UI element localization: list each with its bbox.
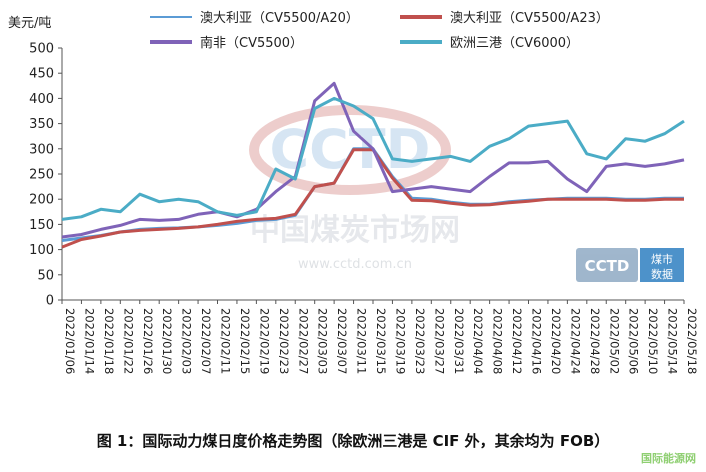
y-tick-label: 500 <box>29 42 54 57</box>
watermark-url: www.cctd.com.cn <box>298 257 412 272</box>
x-tick-label: 2022/03/19 <box>393 308 407 374</box>
chart-caption: 图 1：国际动力煤日度价格走势图（除欧洲三港是 CIF 外，其余均为 FOB） <box>96 432 610 450</box>
x-tick-label: 2022/02/19 <box>257 308 271 374</box>
x-tick-label: 2022/05/06 <box>627 308 641 374</box>
watermark-badge: CCTD 煤市 数据 <box>576 248 684 282</box>
svg-text:数据: 数据 <box>651 267 673 281</box>
x-tick-label: 2022/02/11 <box>219 308 233 374</box>
x-tick-label: 2022/03/23 <box>413 308 427 374</box>
legend-label-3: 欧洲三港（CV6000） <box>450 36 579 51</box>
y-tick-label: 350 <box>29 117 54 132</box>
watermark-logo: CCTD <box>270 118 431 181</box>
y-tick-label: 150 <box>29 218 54 233</box>
x-tick-label: 2022/04/08 <box>491 308 505 374</box>
x-tick-label: 2022/04/12 <box>510 308 524 374</box>
x-tick-label: 2022/01/06 <box>63 308 77 374</box>
x-tick-label: 2022/04/28 <box>588 308 602 374</box>
x-tick-label: 2022/03/31 <box>452 308 466 374</box>
brand-watermark: 国际能源网 <box>641 452 696 465</box>
x-tick-label: 2022/01/22 <box>121 308 135 374</box>
x-tick-label: 2022/03/11 <box>355 308 369 374</box>
y-tick-label: 400 <box>29 92 54 107</box>
y-tick-label: 100 <box>29 243 54 258</box>
x-tick-label: 2022/01/30 <box>160 308 174 374</box>
y-tick-label: 450 <box>29 67 54 82</box>
series-lines <box>61 81 685 249</box>
x-tick-label: 2022/02/23 <box>277 308 291 374</box>
svg-text:CCTD: CCTD <box>585 257 630 275</box>
price-line-chart: CCTD 中国煤炭市场网 www.cctd.com.cn CCTD 煤市 数据 … <box>8 10 699 374</box>
x-tick-label: 2022/05/18 <box>685 308 699 374</box>
legend-label-1: 澳大利亚（CV5500/A23） <box>450 10 609 26</box>
legend-label-2: 南非（CV5500） <box>200 35 303 51</box>
x-tick-label: 2022/01/14 <box>82 308 96 374</box>
x-tick-label: 2022/02/03 <box>180 308 194 374</box>
series-line-3 <box>61 96 685 221</box>
x-tick-label: 2022/03/27 <box>432 308 446 374</box>
x-tick-label: 2022/04/20 <box>549 308 563 374</box>
y-axis-label: 美元/吨 <box>8 16 51 31</box>
x-tick-label: 2022/05/14 <box>666 308 680 374</box>
y-tick-label: 0 <box>46 294 54 309</box>
x-tick-label: 2022/05/02 <box>607 308 621 374</box>
legend-label-0: 澳大利亚（CV5500/A20） <box>200 10 359 26</box>
chart-legend: 澳大利亚（CV5500/A20） 澳大利亚（CV5500/A23） 南非（CV550… <box>150 10 609 51</box>
chart-axes: 美元/吨 0 50 100 150 200 250 300 350 400 450 500 2022/0… <box>8 16 699 374</box>
y-tick-label: 50 <box>37 268 54 283</box>
x-tick-label: 2022/01/26 <box>141 308 155 374</box>
x-tick-label: 2022/02/07 <box>199 308 213 374</box>
x-tick-label: 2022/04/04 <box>471 308 485 374</box>
x-tick-label: 2022/04/24 <box>568 308 582 374</box>
x-tick-label: 2022/03/15 <box>374 308 388 374</box>
watermark-badge-text: 煤市 <box>651 252 673 266</box>
y-tick-label: 200 <box>29 193 54 208</box>
x-tick-label: 2022/01/18 <box>102 308 116 374</box>
y-tick-label: 300 <box>29 142 54 157</box>
x-tick-label: 2022/03/07 <box>335 308 349 374</box>
series-line-2 <box>61 81 685 239</box>
x-tick-label: 2022/02/27 <box>296 308 310 374</box>
y-tick-label: 250 <box>29 168 54 183</box>
x-tick-label: 2022/04/16 <box>530 308 544 374</box>
x-tick-label: 2022/02/15 <box>238 308 252 374</box>
x-tick-label: 2022/03/03 <box>316 308 330 374</box>
x-tick-label: 2022/05/10 <box>646 308 660 374</box>
